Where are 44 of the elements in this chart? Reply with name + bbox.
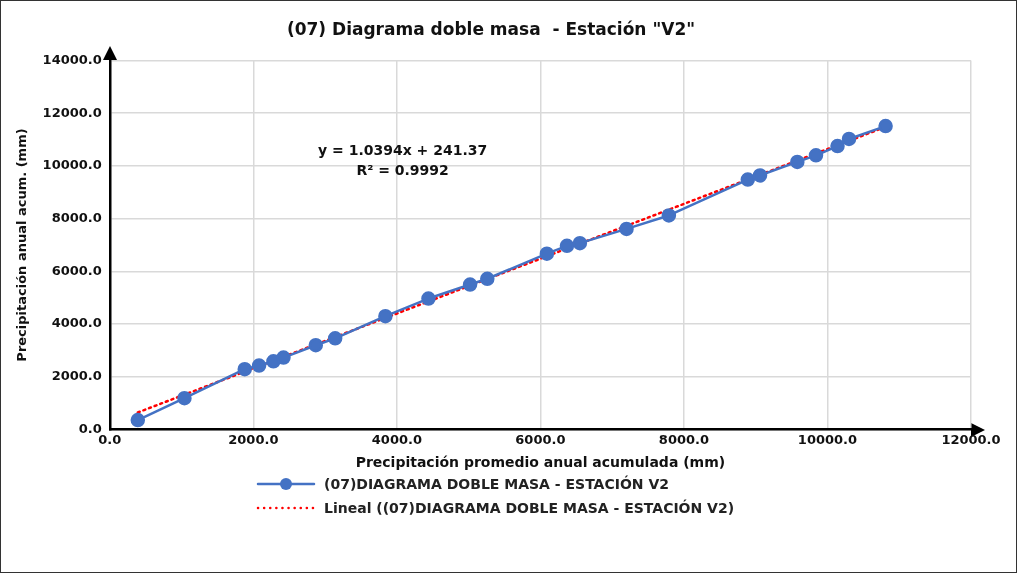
point [740,172,756,187]
point [276,350,291,365]
annotation: R² = 0.9992 [356,162,449,179]
point [462,277,478,292]
annotation: y = 1.0394x + 241.37 [318,142,488,159]
y-tick-label: 4000.0 [51,315,102,331]
y-tick-label: 0.0 [78,420,102,436]
point [878,118,893,134]
point [619,221,634,237]
y-tick-label: 14000.0 [42,51,102,67]
point [572,235,588,251]
point [251,358,267,373]
chart-title: (07) Diagrama doble masa - Estación "V2" [286,18,696,39]
x-tick-label: 10000.0 [797,431,858,447]
x-tick-label: 6000.0 [515,431,566,447]
x-tick-label: 2000.0 [228,431,279,447]
point [421,291,436,306]
point [308,337,324,353]
point [830,138,845,154]
point [808,148,824,163]
point [841,131,857,147]
legend-label: (07)DIAGRAMA DOBLE MASA - ESTACIÓN V2 [324,476,669,492]
y-tick-label: 10000.0 [42,157,102,173]
point [559,238,575,254]
point [661,208,677,223]
y-tick-label: 8000.0 [51,210,102,225]
x-tick-label: 4000.0 [371,431,422,447]
y-tick-label: 2000.0 [51,368,102,384]
point [130,412,146,428]
y-tick-label: 6000.0 [51,262,102,278]
point [378,308,393,324]
y-axis-title: Precipitación anual acum. (mm) [14,128,30,362]
point [790,154,805,170]
legend-label: Lineal ((07)DIAGRAMA DOBLE MASA - ESTACIÓN V2) [324,500,735,516]
point [480,271,495,287]
point [237,361,252,377]
x-tick-label: 12000.0 [941,431,1001,447]
x-axis-title: Precipitación promedio anual acumulada (mm) [355,454,726,471]
point [752,168,768,183]
y-tick-label: 12000.0 [42,104,102,120]
point [327,331,343,346]
x-tick-label: 8000.0 [658,431,710,447]
point [177,390,192,406]
point [539,246,555,261]
